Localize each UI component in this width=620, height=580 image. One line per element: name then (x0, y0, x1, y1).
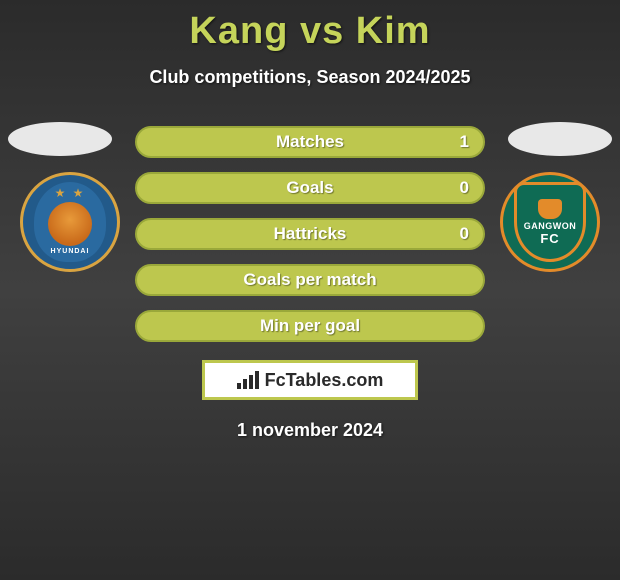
club-badge-right: GANGWON FC (500, 172, 600, 272)
stat-row-hattricks: 0 Hattricks (135, 218, 485, 250)
player-avatar-right (508, 122, 612, 156)
date-label: 1 november 2024 (0, 420, 620, 441)
stat-row-goals-per-match: Goals per match (135, 264, 485, 296)
stat-label: Goals (286, 178, 333, 198)
bar-chart-icon (237, 371, 259, 389)
stat-value-right: 0 (460, 178, 469, 198)
club-right-name: GANGWON (524, 221, 577, 231)
stat-row-min-per-goal: Min per goal (135, 310, 485, 342)
stat-label: Goals per match (243, 270, 376, 290)
subtitle: Club competitions, Season 2024/2025 (0, 67, 620, 88)
stat-label: Hattricks (274, 224, 347, 244)
brand-box: FcTables.com (202, 360, 418, 400)
stars-icon: ★ ★ (55, 186, 86, 200)
player-avatar-left (8, 122, 112, 156)
tiger-icon (48, 202, 92, 246)
stat-value-right: 0 (460, 224, 469, 244)
stat-row-goals: 0 Goals (135, 172, 485, 204)
brand-text: FcTables.com (265, 370, 384, 391)
stat-row-matches: 1 Matches (135, 126, 485, 158)
club-badge-left: ★ ★ HYUNDAI (20, 172, 120, 272)
club-left-short: HYUNDAI (51, 248, 90, 255)
stat-label: Min per goal (260, 316, 360, 336)
page-title: Kang vs Kim (0, 0, 620, 53)
stat-label: Matches (276, 132, 344, 152)
stat-value-right: 1 (460, 132, 469, 152)
club-right-fc: FC (540, 231, 559, 246)
trophy-icon (538, 199, 562, 219)
